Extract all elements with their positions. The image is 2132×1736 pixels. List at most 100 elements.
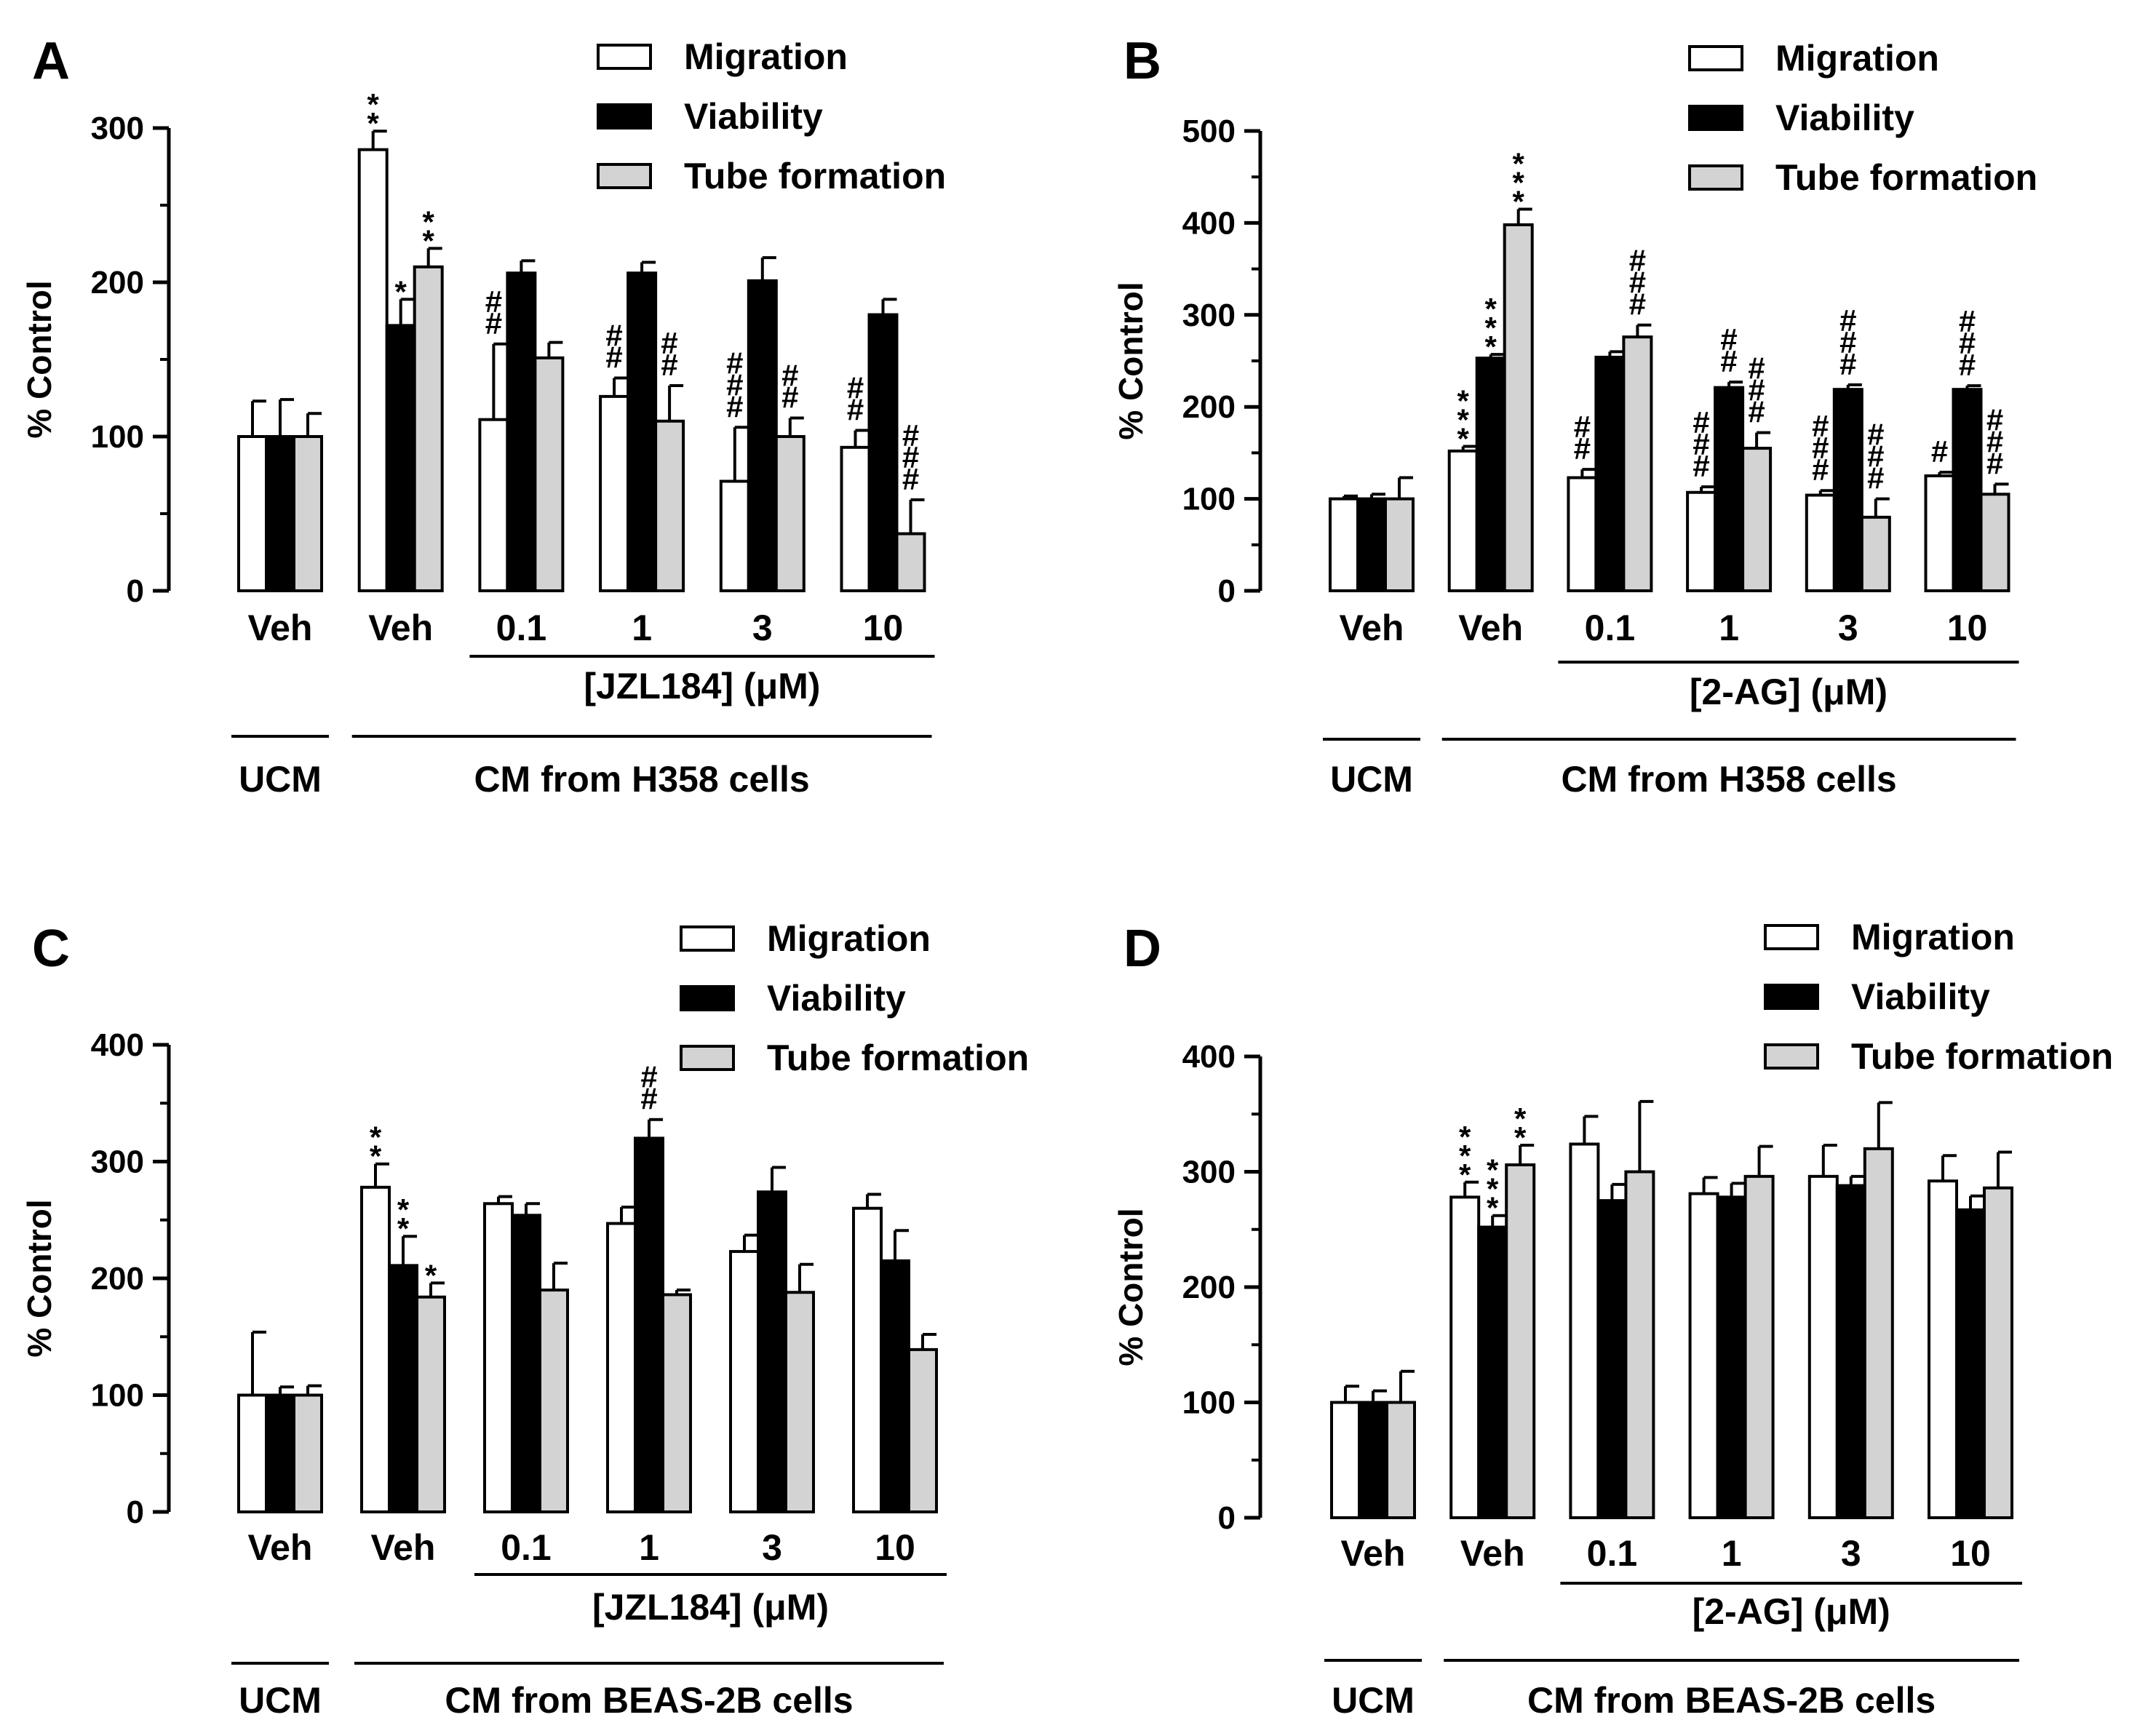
significance-marker: # [1931, 434, 1948, 469]
legend-label-migration: Migration [1775, 38, 1939, 79]
bar-migration [237, 1393, 268, 1513]
category-label: 1 [1719, 608, 1739, 648]
significance-marker: * [397, 1192, 410, 1227]
bar-migration [599, 394, 630, 592]
category-label: Veh [1460, 1533, 1525, 1574]
category-label: Veh [1340, 608, 1404, 648]
significance-marker: # [847, 393, 864, 427]
y-tick-label: 400 [91, 1027, 144, 1063]
significance-marker: # [1629, 244, 1646, 278]
bar-viability [1477, 1225, 1508, 1519]
legend-label-migration: Migration [1851, 917, 2015, 957]
panel-letter-b: B [1123, 32, 1161, 90]
category-label: Veh [1458, 608, 1523, 648]
bar-tube-formation [784, 1291, 815, 1513]
category-label: 0.1 [501, 1527, 552, 1568]
category-label: Veh [248, 1527, 313, 1568]
bar-tube-formation [413, 265, 444, 592]
bar-tube-formation [774, 435, 806, 592]
bar-viability [880, 1259, 910, 1513]
y-tick-label: 300 [1182, 1155, 1236, 1190]
bar-viability [265, 435, 295, 592]
bar-tube-formation [293, 1393, 323, 1513]
significance-marker: # [1867, 461, 1884, 495]
significance-marker: # [902, 462, 919, 496]
bar-migration [1449, 1195, 1481, 1519]
significance-marker: # [1867, 439, 1884, 474]
control-label: UCM [1330, 759, 1413, 800]
significance-marker: * [367, 106, 380, 140]
bar-migration [357, 148, 389, 592]
bar-tube-formation [1505, 1163, 1536, 1519]
significance-marker: # [726, 346, 743, 380]
significance-marker: # [1959, 326, 1976, 360]
significance-marker: * [370, 1139, 382, 1174]
legend-swatch-tube-formation [1688, 164, 1743, 191]
bar-viability [385, 324, 416, 592]
significance-marker: # [1693, 449, 1709, 483]
panel-letter-c: C [32, 920, 70, 978]
significance-marker: # [1812, 431, 1829, 465]
treatment-label: [2-AG] (μM) [1690, 672, 1888, 712]
cm-group-label: CM from H358 cells [474, 759, 809, 800]
bar-viability [1475, 357, 1506, 592]
significance-marker: # [1629, 266, 1646, 300]
bar-tube-formation [533, 356, 565, 592]
significance-marker: # [1693, 427, 1709, 461]
category-label: 10 [1950, 1533, 1991, 1574]
legend-swatch-migration [1764, 924, 1819, 950]
significance-marker: # [1986, 424, 2003, 458]
significance-marker: * [423, 223, 435, 258]
y-tick-label: 200 [1182, 389, 1236, 425]
bar-viability [511, 1214, 541, 1513]
significance-marker: * [1457, 422, 1470, 456]
significance-marker: * [367, 87, 380, 122]
bar-viability [634, 1136, 664, 1513]
category-label: 3 [752, 608, 773, 648]
bar-migration [1924, 474, 1955, 592]
bar-migration [719, 479, 750, 592]
legend-swatch-viability [597, 103, 652, 130]
bar-migration [1805, 493, 1836, 592]
bar-viability [265, 1393, 295, 1513]
bar-migration [237, 435, 268, 592]
bar-migration [729, 1250, 760, 1513]
bar-viability [1356, 497, 1387, 592]
bar-tube-formation [415, 1295, 446, 1513]
y-tick-label: 400 [1182, 205, 1236, 241]
legend-swatch-migration [1688, 45, 1743, 71]
bar-viability [627, 271, 658, 592]
y-tick-label: 500 [1182, 114, 1236, 149]
y-tick-label: 0 [127, 573, 144, 609]
category-label: 1 [639, 1527, 659, 1568]
significance-marker: * [1457, 403, 1470, 437]
legend-swatch-tube-formation [680, 1045, 735, 1071]
bar-tube-formation [538, 1289, 569, 1513]
significance-marker: # [1812, 453, 1829, 487]
bar-migration [1807, 1174, 1839, 1519]
bar-tube-formation [1622, 335, 1653, 592]
bar-tube-formation [1741, 447, 1773, 593]
significance-marker: # [1748, 351, 1765, 386]
significance-marker: * [1513, 165, 1525, 199]
treatment-label: [JZL184] (μM) [592, 1587, 829, 1628]
bar-tube-formation [1863, 1147, 1894, 1519]
category-label: 3 [1838, 608, 1858, 648]
significance-marker: # [726, 389, 743, 423]
significance-marker: * [1513, 184, 1525, 218]
significance-marker: # [1959, 348, 1976, 382]
significance-marker: # [1867, 418, 1884, 452]
significance-marker: # [1629, 287, 1646, 322]
significance-marker: * [1485, 330, 1497, 364]
bar-migration [478, 418, 509, 592]
y-tick-label: 100 [91, 1378, 144, 1414]
treatment-label: [JZL184] (μM) [584, 666, 820, 706]
category-label: 1 [1722, 1533, 1742, 1574]
significance-marker: * [1513, 146, 1525, 180]
bar-tube-formation [1743, 1174, 1775, 1519]
legend-label-tube-formation: Tube formation [1775, 157, 2037, 198]
bar-viability [867, 313, 899, 592]
category-label: Veh [1341, 1533, 1406, 1574]
legend-swatch-viability [680, 985, 735, 1011]
